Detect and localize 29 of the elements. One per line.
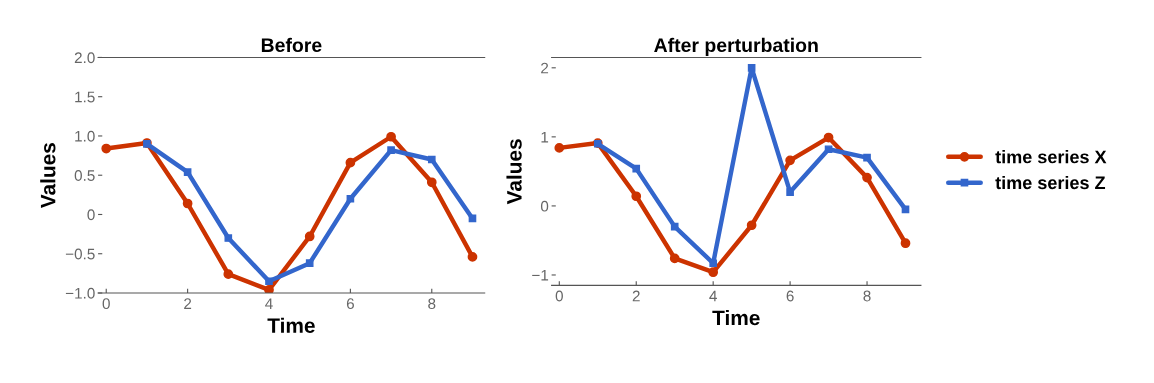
y-tick-label: 0.5 [74,170,95,181]
x-tick-label: 6 [346,298,354,310]
y-tick-label: −0.5 [65,248,95,260]
y-axis-title: Values [40,143,56,209]
x-tick-label: 6 [786,290,794,302]
x-axis-title: Time [267,317,315,333]
y-tick-label: 2.0 [74,52,95,64]
y-axis-title: Values [506,139,522,205]
chart-title: After perturbation [654,37,818,56]
x-tick-label: 4 [265,298,273,309]
y-tick-label: 2 [541,62,549,74]
x-tick-label: 4 [709,290,717,302]
legend-label: time series Z [995,175,1106,190]
y-tick-label: −1.0 [65,287,95,299]
legend-label: time series X [995,150,1107,164]
x-tick-label: 2 [632,290,640,302]
chart-title: Before [261,37,322,53]
y-tick-label: 1 [541,131,549,143]
y-tick-label: 0 [540,200,549,212]
y-tick-label: 0 [87,209,95,221]
x-tick-label: 8 [863,290,871,302]
x-axis-title: Time [712,309,760,326]
y-tick-label: 1.0 [75,130,95,142]
x-tick-label: 2 [184,298,192,309]
y-tick-label: 1.5 [75,91,95,103]
x-tick-label: 8 [428,298,436,310]
y-tick-label: −1 [532,270,549,281]
x-tick-label: 0 [555,290,563,302]
x-tick-label: 0 [102,298,110,310]
